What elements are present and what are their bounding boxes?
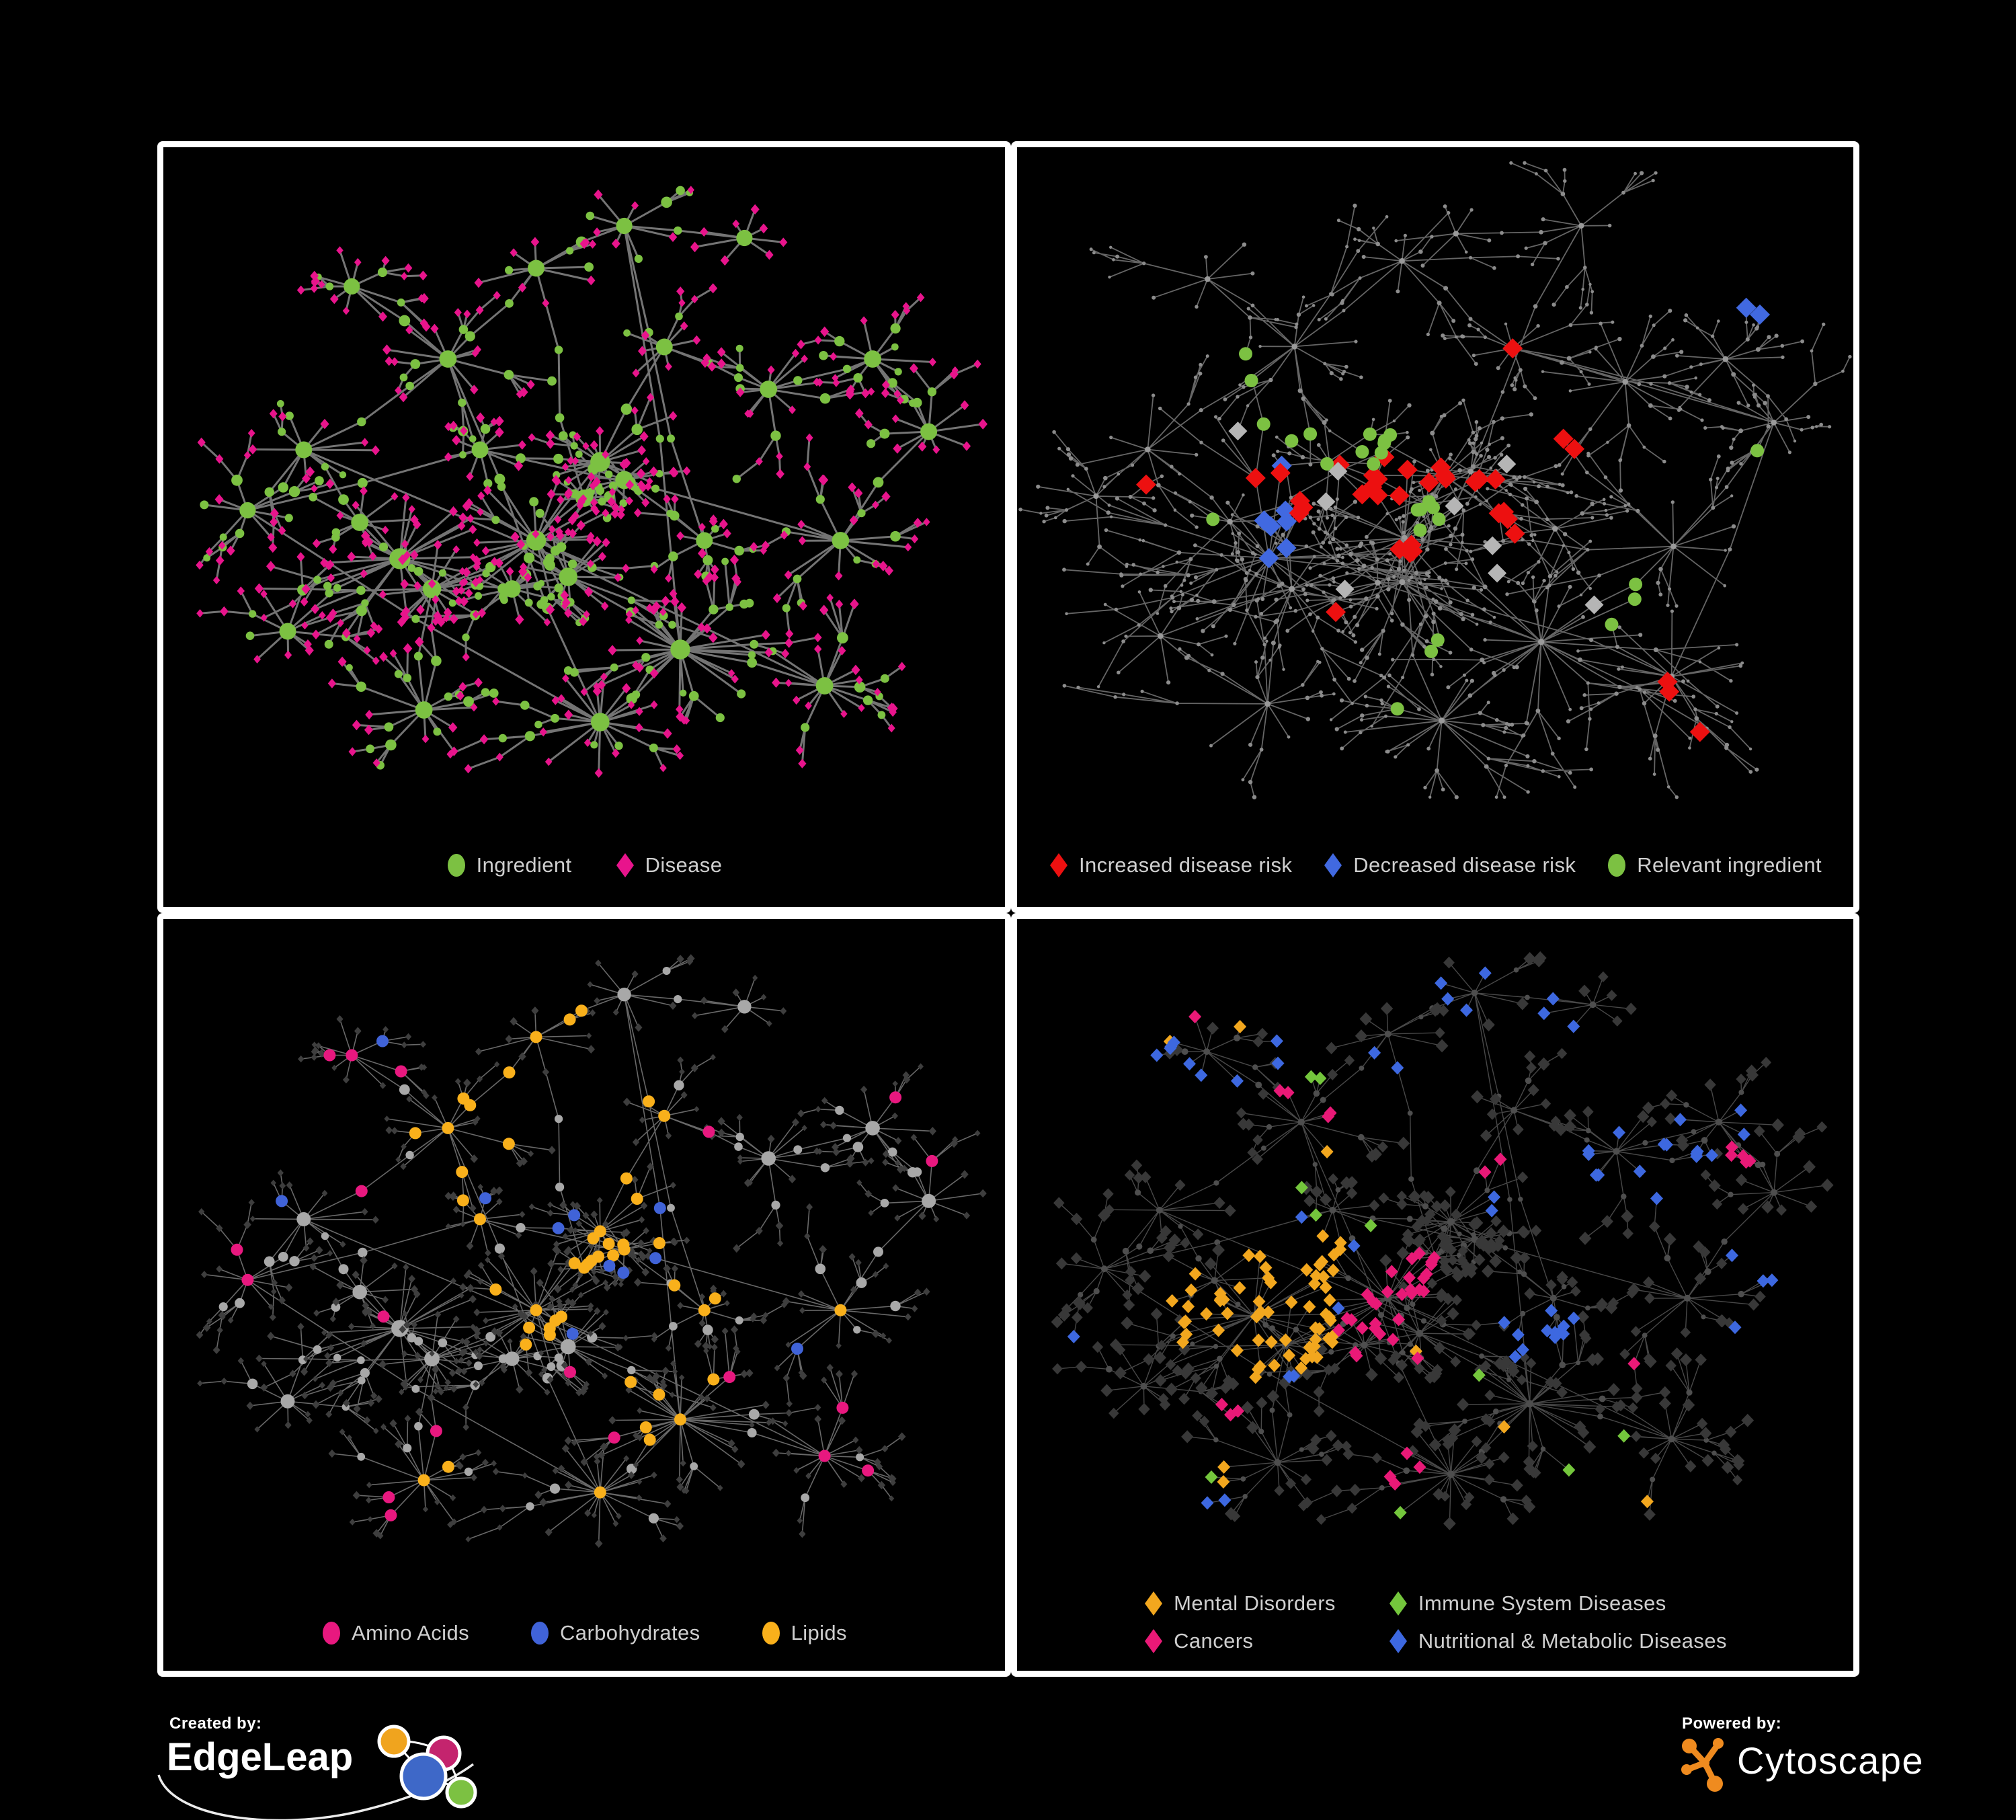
panel-ingredient-disease: Ingredient Disease — [157, 141, 1011, 913]
network-graph-disease-categories — [1051, 951, 1834, 1530]
diamond-marker-icon — [1050, 853, 1068, 877]
cytoscape-logo-icon — [1681, 1738, 1724, 1792]
legend-item: Relevant ingredient — [1607, 852, 1822, 879]
network-graph-ingredient-disease — [196, 186, 988, 778]
legend-disease-categories: Mental Disorders Immune System Diseases Ca… — [1017, 1590, 1853, 1655]
legend-item: Nutritional & Metabolic Diseases — [1388, 1628, 1727, 1655]
legend-item-label: Disease — [645, 853, 723, 877]
legend-item: Carbohydrates — [530, 1620, 700, 1647]
legend-item: Ingredient — [446, 852, 572, 879]
legend-item-label: Nutritional & Metabolic Diseases — [1418, 1629, 1727, 1653]
legend-item-label: Relevant ingredient — [1637, 853, 1822, 877]
legend-item: Amino Acids — [321, 1620, 469, 1647]
legend-item: Lipids — [761, 1620, 847, 1647]
circle-marker-icon — [323, 1622, 341, 1645]
legend-item: Cancers — [1143, 1628, 1336, 1655]
diamond-marker-icon — [1145, 1629, 1163, 1653]
diamond-marker-icon — [1389, 1629, 1407, 1653]
legend-item-label: Ingredient — [476, 853, 572, 877]
legend-item-label: Amino Acids — [352, 1621, 470, 1645]
legend-item: Immune System Diseases — [1388, 1590, 1727, 1617]
circle-marker-icon — [447, 854, 465, 877]
diamond-marker-icon — [616, 853, 634, 877]
legend-ingredient-disease: Ingredient Disease — [163, 852, 1005, 879]
legend-item-label: Decreased disease risk — [1353, 853, 1576, 877]
cytoscape-credit: Powered by: Cytoscape — [1679, 1708, 1995, 1815]
cytoscape-wordmark: Cytoscape — [1737, 1739, 1925, 1782]
legend-item: Mental Disorders — [1143, 1590, 1336, 1617]
circle-marker-icon — [531, 1622, 549, 1645]
panel-nutrient-classes: Amino Acids Carbohydrates Lipids — [157, 913, 1011, 1677]
diamond-marker-icon — [1389, 1591, 1407, 1616]
panel-disease-risk: Increased disease risk Decreased disease … — [1011, 141, 1859, 913]
edgeleap-wordmark: EdgeLeap — [167, 1735, 354, 1779]
created-by-label: Created by: — [169, 1714, 262, 1733]
network-graph-nutrient-classes — [196, 954, 987, 1548]
legend-item: Increased disease risk — [1049, 852, 1292, 879]
legend-item: Disease — [615, 852, 723, 879]
legend-item-label: Mental Disorders — [1174, 1591, 1336, 1615]
powered-by-label: Powered by: — [1682, 1714, 1782, 1733]
edgeleap-logo-icon — [377, 1725, 477, 1809]
legend-item: Decreased disease risk — [1323, 852, 1576, 879]
legend-item-label: Carbohydrates — [560, 1621, 700, 1645]
edgeleap-credit: Created by: EdgeLeap — [157, 1708, 543, 1820]
legend-item-label: Cancers — [1174, 1629, 1254, 1653]
circle-marker-icon — [1608, 854, 1626, 877]
legend-disease-risk: Increased disease risk Decreased disease … — [1017, 852, 1853, 879]
legend-item-label: Lipids — [791, 1621, 847, 1645]
network-graph-disease-risk — [1018, 161, 1852, 799]
legend-item-label: Increased disease risk — [1079, 853, 1293, 877]
legend-item-label: Immune System Diseases — [1418, 1591, 1666, 1615]
panel-disease-categories: Mental Disorders Immune System Diseases Ca… — [1011, 913, 1859, 1677]
circle-marker-icon — [762, 1622, 780, 1645]
diamond-marker-icon — [1145, 1591, 1163, 1616]
legend-nutrient-classes: Amino Acids Carbohydrates Lipids — [163, 1620, 1005, 1647]
diamond-marker-icon — [1324, 853, 1342, 877]
